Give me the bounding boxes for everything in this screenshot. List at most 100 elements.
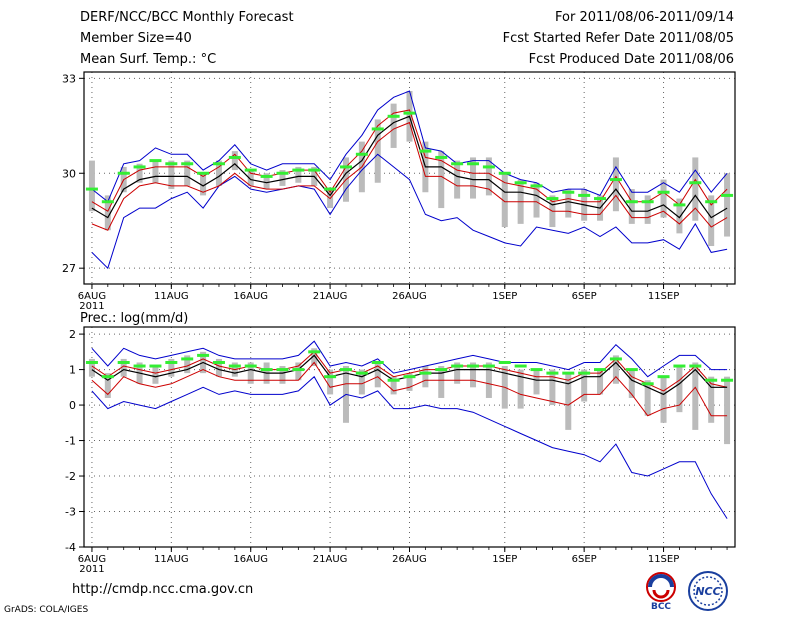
p1-lower-line [91,361,728,417]
website-url[interactable]: http://cmdp.ncc.cma.gov.cn [72,582,254,597]
p0-xtick-label-0-year: 2011 [79,301,104,312]
p1-xtick-label-7: 11SEP [648,554,679,565]
p0-min-line [91,153,728,270]
p1-spread-bar-20 [406,373,413,391]
ncc-logo-icon: NCC [688,571,728,611]
p0-spread-bar-11 [263,173,270,190]
p1-ytick-label-6: 2 [69,328,76,341]
p0-spread-bar-35 [644,195,651,224]
p1-ytick-label-0: -4 [65,541,76,554]
p0-xtick-label-2: 16AUG [233,291,268,302]
p1-ytick-label-5: 1 [69,364,76,377]
p0-spread-bar-26 [501,173,508,228]
p1-spread-bar-30 [565,373,572,430]
p1-spread-bar-1 [104,373,111,398]
p1-spread-bar-0 [88,358,95,377]
p0-xtick-label-1: 11AUG [154,291,189,302]
p1-spread-bar-14 [311,348,318,367]
p1-spread-bar-5 [168,358,175,377]
p1-spread-bar-15 [327,369,334,395]
p0-spread-bar-19 [390,103,397,148]
p1-xtick-label-2: 16AUG [233,554,268,565]
p0-spread-bar-22 [438,151,445,209]
p1-spread-bar-29 [549,369,556,406]
p0-spread-bar-18 [374,119,381,183]
p1-spread-bar-27 [517,369,524,409]
p1-xtick-label-1: 11AUG [154,554,189,565]
p0-spread-bar-30 [565,189,572,218]
p0-ytick-label-2: 33 [62,72,76,85]
p0-spread-bar-10 [247,170,254,186]
p0-xtick-label-0: 6AUG [78,291,106,302]
header-variable: Mean Surf. Temp.: °C [80,52,217,67]
p0-lower-line [91,121,728,231]
p1-spread-bar-25 [485,362,492,398]
p1-spread-bar-2 [120,358,127,377]
bcc-logo-icon: BCC [646,572,676,612]
p1-spread-bar-4 [152,366,159,384]
header-start-date: Fcst Started Refer Date 2011/08/05 [502,31,734,46]
p1-spread-bar-12 [279,366,286,384]
p0-spread-bar-1 [104,195,111,231]
p0-spread-bar-9 [231,151,238,171]
p1-spread-bar-17 [358,369,365,395]
p0-xtick-label-7: 11SEP [648,291,679,302]
p0-spread-bar-12 [279,170,286,186]
p0-spread-bar-40 [724,173,731,237]
p0-spread-bar-3 [136,163,143,183]
p1-spread-bar-36 [660,376,667,423]
p0-xtick-label-3: 21AUG [313,291,348,302]
p0-spread-bar-33 [612,157,619,212]
p1-xtick-label-5: 1SEP [492,554,517,565]
p1-spread-bar-33 [612,355,619,384]
p0-spread-bar-24 [470,157,477,199]
p1-frame [83,326,736,548]
p1-spread-bar-13 [295,362,302,381]
p0-max-line [91,90,728,203]
p0-ytick-label-1: 30 [62,167,76,180]
p1-spread-bar-39 [708,376,715,423]
p1-spread-bar-22 [438,366,445,398]
p0-spread-bar-5 [168,160,175,190]
header-member-size: Member Size=40 [80,31,192,46]
p1-max-line [91,340,728,378]
p1-spread-bar-8 [215,358,222,377]
p0-mean-line [91,115,728,219]
header-right: For 2011/08/06-2011/09/14 Fcst Started R… [503,10,734,73]
p0-spread-bar-6 [184,160,191,186]
p1-spread-bar-35 [644,380,651,416]
header-produced-date: Fcst Produced Date 2011/08/06 [528,52,734,67]
p1-ytick-label-1: -3 [65,506,76,519]
p0-spread-bar-0 [88,160,95,212]
p0-xtick-label-4: 26AUG [392,291,427,302]
p0-spread-bar-13 [295,166,302,183]
p1-spread-bar-31 [581,369,588,402]
p1-ytick-label-4: 0 [69,399,76,412]
p1-spread-bar-38 [692,362,699,430]
p1-spread-bar-18 [374,362,381,388]
p0-spread-bar-38 [692,157,699,221]
grads-credit: GrADS: COLA/IGES [4,605,89,615]
p1-spread-bar-24 [470,362,477,388]
p1-spread-bar-32 [597,369,604,395]
p1-xtick-label-0: 6AUG [78,554,106,565]
p1-upper-line [91,351,728,392]
p0-spread-bar-4 [152,160,159,183]
p0-spread-bar-37 [676,198,683,234]
p0-spread-bar-34 [628,189,635,224]
p1-xtick-label-6: 6SEP [572,554,597,565]
p0-xtick-label-5: 1SEP [492,291,517,302]
p0-ytick-label-0: 27 [62,262,76,275]
header-title: DERF/NCC/BCC Monthly Forecast [80,10,294,25]
ncc-logo-text: NCC [695,585,720,598]
p1-spread-bar-21 [422,366,429,388]
p1-ytick-label-2: -2 [65,470,76,483]
p1-spread-bar-28 [533,369,540,395]
p0-spread-bar-7 [200,173,207,196]
p0-spread-bar-36 [660,179,667,218]
p1-spread-bar-40 [724,376,731,445]
p1-xtick-label-4: 26AUG [392,554,427,565]
p0-spread-bar-8 [215,160,222,186]
p0-spread-bar-39 [708,195,715,247]
